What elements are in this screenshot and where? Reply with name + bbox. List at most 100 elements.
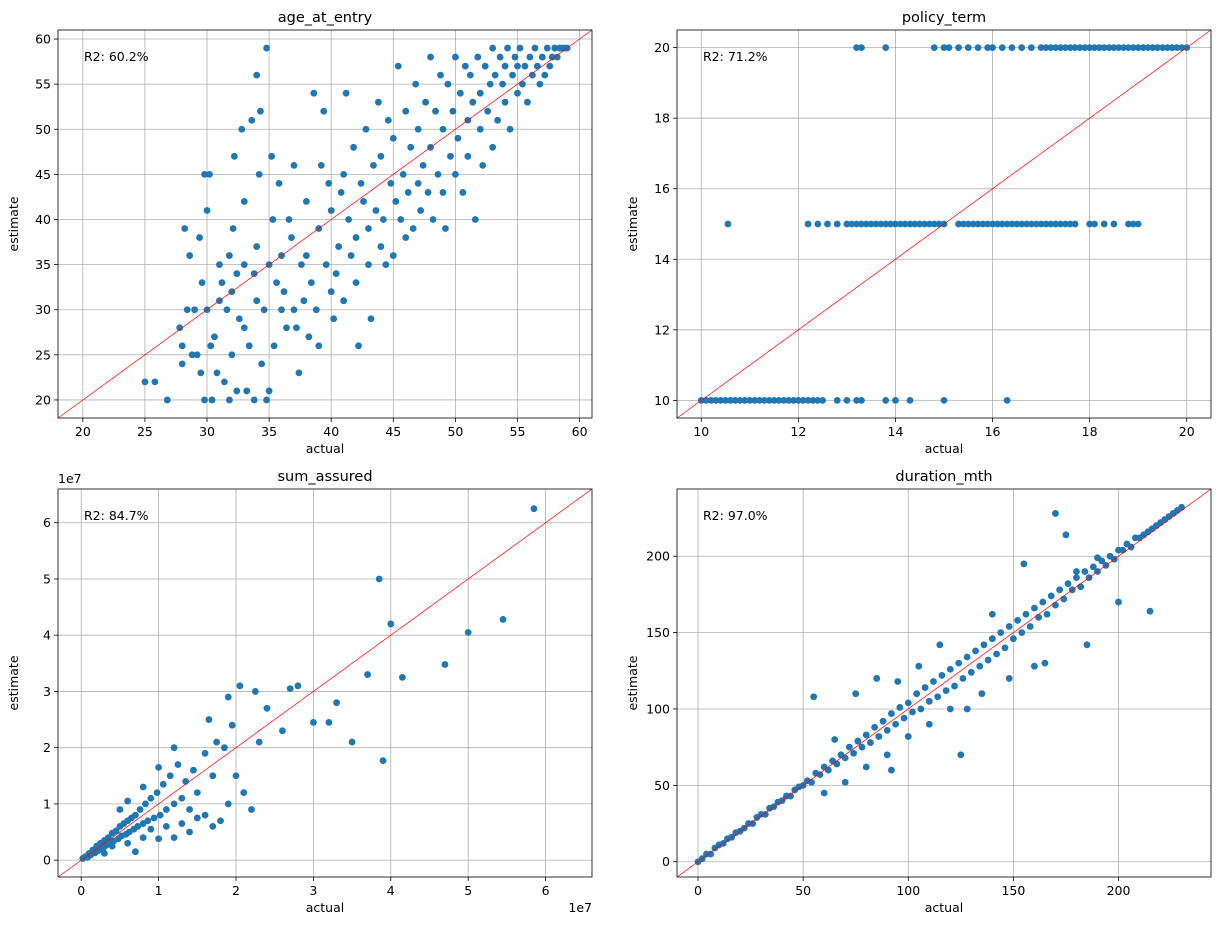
data-point <box>327 288 335 296</box>
data-point <box>506 125 514 133</box>
data-point <box>253 71 261 79</box>
data-point <box>178 820 186 827</box>
data-point <box>156 811 164 819</box>
data-point <box>1149 44 1157 52</box>
data-point <box>1077 583 1085 591</box>
data-point <box>756 396 763 404</box>
data-point <box>144 817 152 825</box>
data-point <box>816 771 824 779</box>
data-point <box>514 62 521 70</box>
data-point <box>1032 220 1040 228</box>
data-point <box>232 772 240 780</box>
data-point <box>159 780 167 788</box>
data-point <box>207 342 215 350</box>
y-axis-label: estimate <box>6 196 21 251</box>
data-point <box>946 665 954 673</box>
data-point <box>546 62 554 70</box>
data-point <box>217 817 224 825</box>
y-tick-label: 3 <box>43 684 51 699</box>
data-point <box>342 89 350 97</box>
data-point <box>976 662 984 670</box>
x-tick-label: 0 <box>694 883 702 898</box>
data-point <box>1168 44 1176 52</box>
x-axis-label: actual <box>306 441 345 456</box>
data-point <box>153 789 161 797</box>
data-point <box>489 44 497 52</box>
data-point <box>1091 220 1098 228</box>
data-point <box>1115 44 1123 52</box>
data-point <box>988 610 996 618</box>
data-point <box>1071 44 1079 52</box>
data-point <box>1129 44 1137 52</box>
data-point <box>337 189 345 196</box>
data-point <box>984 220 992 228</box>
data-point <box>196 234 203 241</box>
data-point <box>858 44 865 52</box>
data-point <box>209 822 217 830</box>
data-point <box>749 820 757 827</box>
data-point <box>875 733 883 740</box>
data-point <box>253 297 261 305</box>
data-point <box>942 687 950 695</box>
data-point <box>315 342 323 350</box>
data-point <box>974 44 982 52</box>
data-point <box>946 705 954 713</box>
data-point <box>1008 220 1016 228</box>
data-point <box>225 396 233 404</box>
data-point <box>1031 662 1038 670</box>
data-point <box>1020 560 1028 568</box>
data-point <box>1105 44 1113 52</box>
axes-frame <box>676 488 1212 878</box>
data-point <box>1052 601 1059 609</box>
data-point <box>213 738 221 746</box>
data-point <box>538 53 546 61</box>
data-point <box>867 220 875 228</box>
data-point <box>108 842 116 850</box>
data-point <box>201 749 209 757</box>
data-point <box>979 220 987 228</box>
data-point <box>419 161 427 169</box>
data-point <box>293 324 300 332</box>
x-tick-label: 10 <box>693 424 709 439</box>
data-point <box>201 396 208 404</box>
x-tick-label: 200 <box>1107 883 1131 898</box>
r2-annotation: R2: 97.0% <box>703 508 768 523</box>
data-point <box>139 834 147 842</box>
data-point <box>170 834 178 842</box>
data-point <box>481 62 489 70</box>
x-tick-label: 20 <box>75 424 91 439</box>
data-point <box>1057 44 1064 52</box>
data-point <box>760 396 768 404</box>
data-point <box>511 53 519 61</box>
data-point <box>464 152 472 160</box>
x-tick-label: 55 <box>510 424 526 439</box>
data-point <box>357 179 365 187</box>
y-tick-label: 200 <box>646 549 670 564</box>
data-point <box>736 396 744 404</box>
data-point <box>845 743 853 751</box>
data-point <box>139 783 147 791</box>
identity-line <box>58 30 592 418</box>
data-point <box>925 697 933 705</box>
data-point <box>1061 44 1069 52</box>
data-point <box>804 396 812 404</box>
data-point <box>934 693 942 701</box>
x-tick-label: 50 <box>795 883 811 898</box>
data-point <box>476 89 484 97</box>
data-point <box>888 710 895 717</box>
data-point <box>340 170 348 178</box>
data-point <box>424 189 432 196</box>
data-point <box>163 396 171 404</box>
data-point <box>882 396 890 404</box>
data-point <box>228 721 236 729</box>
data-point <box>974 220 982 228</box>
data-point <box>551 44 559 52</box>
data-point <box>871 723 879 731</box>
data-point <box>940 396 948 404</box>
data-point <box>873 675 881 682</box>
data-point <box>892 396 899 404</box>
data-point <box>1047 44 1055 52</box>
data-point <box>325 718 333 726</box>
data-point <box>731 396 739 404</box>
